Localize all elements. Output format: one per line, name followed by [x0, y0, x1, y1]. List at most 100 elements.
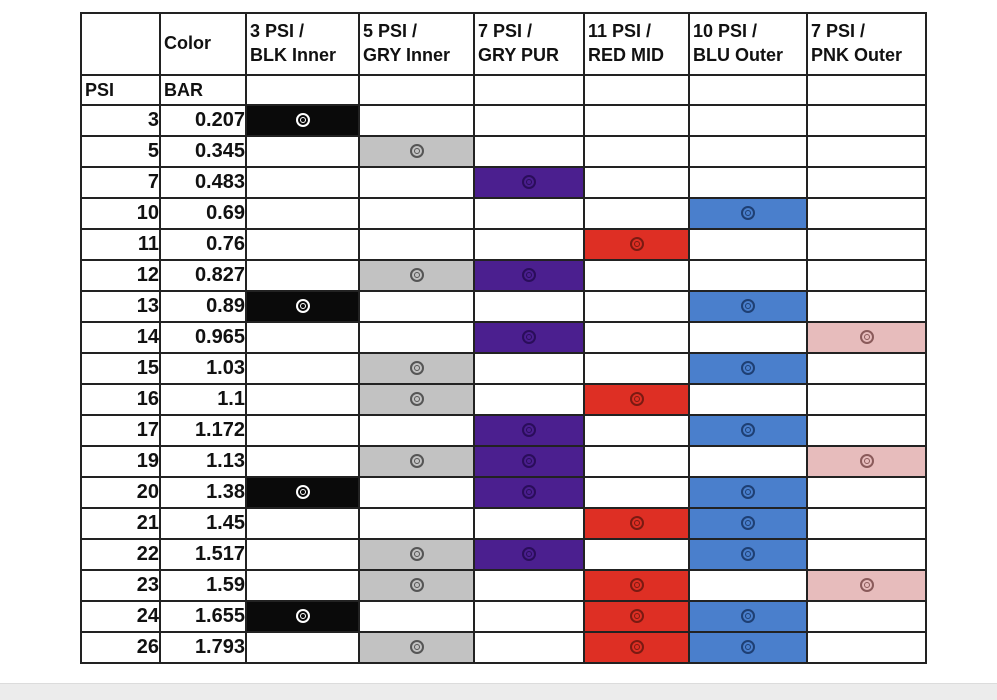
empty-cell [358, 74, 475, 106]
filled-cell [473, 476, 585, 509]
filled-cell [688, 538, 808, 571]
empty-cell [688, 74, 808, 106]
empty-cell [358, 414, 475, 447]
empty-cell [245, 74, 360, 106]
table-row: 7 0.483 [80, 166, 927, 199]
empty-cell [583, 414, 690, 447]
empty-cell [245, 569, 360, 602]
filled-cell [583, 383, 690, 416]
empty-cell [806, 383, 927, 416]
table-row: 24 1.655 [80, 600, 927, 633]
target-icon [295, 113, 310, 128]
bar-value: 0.345 [159, 135, 247, 168]
empty-cell [245, 414, 360, 447]
target-icon [522, 547, 536, 562]
color-header-label: Color [164, 33, 211, 53]
empty-cell [806, 228, 927, 261]
empty-cell [473, 197, 585, 230]
bar-value: 0.207 [159, 104, 247, 137]
psi-value: 14 [80, 321, 161, 354]
filled-cell [806, 569, 927, 602]
empty-cell [473, 383, 585, 416]
bar-value: 0.965 [159, 321, 247, 354]
color-header: Color [159, 12, 247, 76]
empty-cell [245, 166, 360, 199]
empty-cell [473, 600, 585, 633]
column-header-line1: 3 PSI / [250, 21, 305, 41]
table-row: 21 1.45 [80, 507, 927, 540]
filled-cell [583, 228, 690, 261]
unit-row: PSI BAR [80, 74, 927, 106]
table-row: 17 1.172 [80, 414, 927, 447]
psi-value: 3 [80, 104, 161, 137]
empty-cell [583, 321, 690, 354]
column-header-blk-inner: 3 PSI / BLK Inner [245, 12, 360, 76]
empty-cell [358, 476, 475, 509]
empty-cell [358, 507, 475, 540]
empty-cell [806, 507, 927, 540]
table-row: 12 0.827 [80, 259, 927, 292]
empty-cell [245, 445, 360, 478]
psi-value: 19 [80, 445, 161, 478]
empty-cell [358, 104, 475, 137]
psi-header: PSI [80, 74, 161, 106]
column-header-line2: GRY Inner [363, 45, 451, 65]
bar-value: 1.38 [159, 476, 247, 509]
empty-cell [358, 321, 475, 354]
table-row: 11 0.76 [80, 228, 927, 261]
target-icon [295, 299, 310, 314]
target-icon [522, 423, 536, 438]
filled-cell [583, 600, 690, 633]
empty-cell [688, 383, 808, 416]
psi-value: 10 [80, 197, 161, 230]
bar-value: 1.03 [159, 352, 247, 385]
target-icon [295, 485, 310, 500]
empty-cell [473, 228, 585, 261]
empty-cell [245, 631, 360, 664]
filled-cell [358, 383, 475, 416]
empty-cell [806, 600, 927, 633]
bar-value: 1.13 [159, 445, 247, 478]
table-row: 20 1.38 [80, 476, 927, 509]
table-row: 19 1.13 [80, 445, 927, 478]
bar-value: 0.483 [159, 166, 247, 199]
empty-cell [806, 104, 927, 137]
column-header-blu-outer: 10 PSI / BLU Outer [688, 12, 808, 76]
column-header-gry-pur: 7 PSI / GRY PUR [473, 12, 585, 76]
column-header-pnk-outer: 7 PSI / PNK Outer [806, 12, 927, 76]
empty-cell [583, 104, 690, 137]
pressure-color-table: Color 3 PSI / BLK Inner 5 PSI / GRY Inner … [80, 12, 927, 664]
psi-value: 12 [80, 259, 161, 292]
filled-cell [245, 290, 360, 323]
target-icon [859, 454, 874, 469]
target-icon [629, 578, 644, 593]
psi-value: 11 [80, 228, 161, 261]
filled-cell [473, 414, 585, 447]
bar-value: 0.76 [159, 228, 247, 261]
target-icon [409, 547, 424, 562]
target-icon [859, 330, 874, 345]
filled-cell [358, 135, 475, 168]
target-icon [629, 516, 644, 531]
target-icon [741, 485, 755, 500]
filled-cell [688, 414, 808, 447]
empty-cell [688, 104, 808, 137]
bar-value: 1.793 [159, 631, 247, 664]
target-icon [629, 640, 644, 655]
target-icon [859, 578, 874, 593]
column-header-line2: BLK Inner [250, 45, 337, 65]
target-icon [522, 330, 536, 345]
empty-cell [583, 74, 690, 106]
bar-value: 1.1 [159, 383, 247, 416]
empty-cell [806, 476, 927, 509]
psi-value: 7 [80, 166, 161, 199]
empty-cell [473, 569, 585, 602]
target-icon [522, 485, 536, 500]
target-icon [741, 640, 755, 655]
empty-cell [245, 259, 360, 292]
empty-cell [806, 74, 927, 106]
psi-value: 26 [80, 631, 161, 664]
empty-cell [583, 259, 690, 292]
column-header-line2: RED MID [588, 45, 664, 65]
filled-cell [688, 631, 808, 664]
